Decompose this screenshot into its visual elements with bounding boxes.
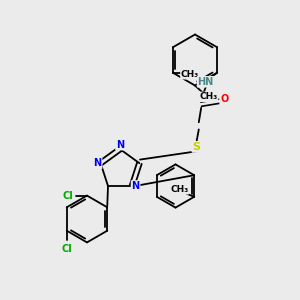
Text: N: N <box>94 158 102 168</box>
Text: Cl: Cl <box>61 244 72 254</box>
Text: S: S <box>192 142 200 152</box>
Text: N: N <box>131 181 140 191</box>
Text: O: O <box>220 94 228 104</box>
Text: Cl: Cl <box>62 190 73 201</box>
Text: N: N <box>116 140 124 150</box>
Text: HN: HN <box>198 77 214 87</box>
Text: CH₃: CH₃ <box>181 70 199 79</box>
Text: CH₃: CH₃ <box>200 92 217 101</box>
Text: CH₃: CH₃ <box>170 185 188 194</box>
